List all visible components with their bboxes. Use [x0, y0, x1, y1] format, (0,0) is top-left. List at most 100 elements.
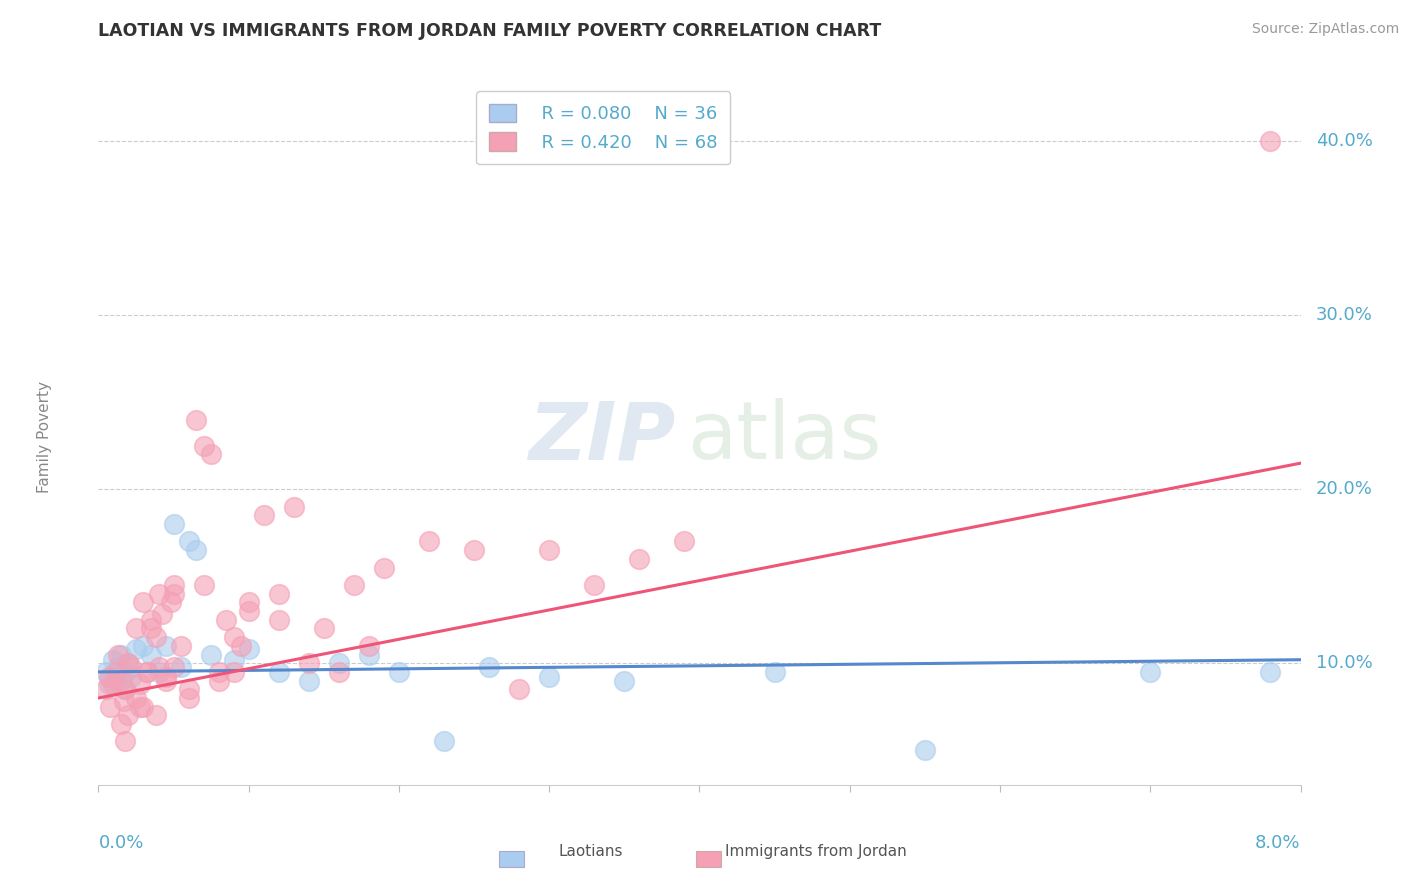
Point	[121, 670, 143, 684]
Point	[114, 682, 136, 697]
Text: LAOTIAN VS IMMIGRANTS FROM JORDAN FAMILY POVERTY CORRELATION CHART: LAOTIAN VS IMMIGRANTS FROM JORDAN FAMILY…	[98, 22, 882, 40]
Point	[184, 543, 207, 558]
Text: 40.0%: 40.0%	[1316, 132, 1372, 151]
Point	[129, 677, 152, 691]
Point	[478, 659, 501, 673]
Point	[150, 607, 173, 622]
Point	[193, 578, 215, 592]
Text: ZIP: ZIP	[529, 398, 675, 476]
Point	[200, 447, 222, 462]
Point	[121, 659, 143, 673]
Point	[148, 587, 170, 601]
Point	[613, 673, 636, 688]
Point	[373, 560, 395, 574]
Point	[97, 670, 120, 684]
Point	[222, 653, 245, 667]
Point	[508, 682, 530, 697]
Text: Source: ZipAtlas.com: Source: ZipAtlas.com	[1251, 22, 1399, 37]
Text: Family Poverty: Family Poverty	[37, 381, 52, 493]
Point	[177, 534, 200, 549]
Point	[103, 653, 125, 667]
Point	[162, 659, 184, 673]
Point	[463, 543, 485, 558]
Point	[139, 613, 162, 627]
Point	[298, 673, 321, 688]
Point	[215, 613, 238, 627]
Legend:   R = 0.080    N = 36,   R = 0.420    N = 68: R = 0.080 N = 36, R = 0.420 N = 68	[477, 91, 731, 164]
Point	[110, 648, 132, 662]
Point	[107, 659, 129, 673]
Point	[135, 665, 157, 679]
Point	[222, 630, 245, 644]
Point	[110, 717, 132, 731]
Point	[253, 508, 276, 523]
Point	[418, 534, 440, 549]
Point	[107, 648, 129, 662]
Point	[110, 673, 132, 688]
Point	[184, 412, 207, 427]
Point	[238, 595, 260, 609]
Point	[222, 665, 245, 679]
Point	[200, 648, 222, 662]
Point	[114, 682, 136, 697]
Point	[1260, 134, 1282, 148]
Point	[388, 665, 411, 679]
Point	[112, 665, 135, 679]
Point	[105, 673, 128, 688]
Point	[100, 699, 122, 714]
Point	[628, 551, 651, 566]
Point	[170, 659, 193, 673]
Point	[433, 734, 456, 748]
Point	[267, 665, 290, 679]
Point	[105, 665, 128, 679]
Point	[162, 587, 184, 601]
Point	[357, 648, 380, 662]
Point	[155, 639, 177, 653]
Point	[132, 639, 155, 653]
Point	[298, 657, 321, 671]
Point	[94, 682, 117, 697]
Point	[114, 734, 136, 748]
Point	[170, 639, 193, 653]
Point	[328, 665, 350, 679]
Point	[267, 613, 290, 627]
Point	[100, 670, 122, 684]
Text: 20.0%: 20.0%	[1316, 480, 1372, 499]
Point	[139, 621, 162, 635]
Point	[132, 595, 155, 609]
Point	[763, 665, 786, 679]
Text: 0.0%: 0.0%	[98, 834, 143, 852]
Point	[117, 657, 139, 671]
Point	[312, 621, 335, 635]
Text: 30.0%: 30.0%	[1316, 306, 1372, 325]
Point	[208, 673, 231, 688]
Point	[139, 648, 162, 662]
Text: 8.0%: 8.0%	[1256, 834, 1301, 852]
Point	[159, 595, 181, 609]
Text: 10.0%: 10.0%	[1316, 654, 1372, 673]
Point	[155, 673, 177, 688]
Point	[208, 665, 231, 679]
Point	[538, 670, 561, 684]
Point	[97, 677, 120, 691]
Point	[135, 665, 157, 679]
Point	[112, 694, 135, 708]
Point	[117, 708, 139, 723]
Point	[328, 657, 350, 671]
Point	[162, 578, 184, 592]
Point	[148, 665, 170, 679]
Point	[125, 642, 148, 657]
Point	[1139, 665, 1161, 679]
Point	[162, 516, 184, 531]
Point	[673, 534, 696, 549]
Point	[155, 670, 177, 684]
Point	[231, 639, 253, 653]
Point	[1260, 665, 1282, 679]
Point	[538, 543, 561, 558]
Point	[117, 657, 139, 671]
Point	[357, 639, 380, 653]
Point	[177, 682, 200, 697]
Point	[94, 665, 117, 679]
Point	[583, 578, 606, 592]
Point	[129, 699, 152, 714]
